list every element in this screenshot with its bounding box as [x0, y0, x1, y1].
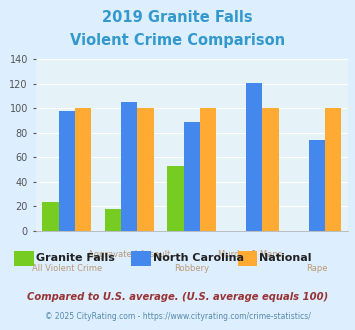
Bar	[262, 109, 279, 231]
Bar	[59, 111, 75, 231]
Text: Granite Falls: Granite Falls	[36, 253, 114, 263]
Bar	[246, 83, 262, 231]
Bar	[167, 166, 184, 231]
Text: All Violent Crime: All Violent Crime	[32, 264, 102, 273]
Bar	[105, 209, 121, 231]
Bar	[137, 109, 154, 231]
Text: National: National	[259, 253, 312, 263]
Text: Violent Crime Comparison: Violent Crime Comparison	[70, 33, 285, 48]
Bar	[75, 109, 91, 231]
Bar	[42, 202, 59, 231]
Text: Compared to U.S. average. (U.S. average equals 100): Compared to U.S. average. (U.S. average …	[27, 292, 328, 302]
Bar	[121, 102, 137, 231]
Text: Murder & Mans...: Murder & Mans...	[218, 250, 290, 259]
Text: North Carolina: North Carolina	[153, 253, 244, 263]
Bar	[184, 122, 200, 231]
Bar	[200, 109, 216, 231]
Text: Robbery: Robbery	[174, 264, 209, 273]
Text: Rape: Rape	[306, 264, 327, 273]
Text: Aggravated Assault: Aggravated Assault	[88, 250, 170, 259]
Text: 2019 Granite Falls: 2019 Granite Falls	[102, 10, 253, 25]
Bar	[308, 140, 325, 231]
Text: © 2025 CityRating.com - https://www.cityrating.com/crime-statistics/: © 2025 CityRating.com - https://www.city…	[45, 312, 310, 321]
Bar	[325, 109, 341, 231]
